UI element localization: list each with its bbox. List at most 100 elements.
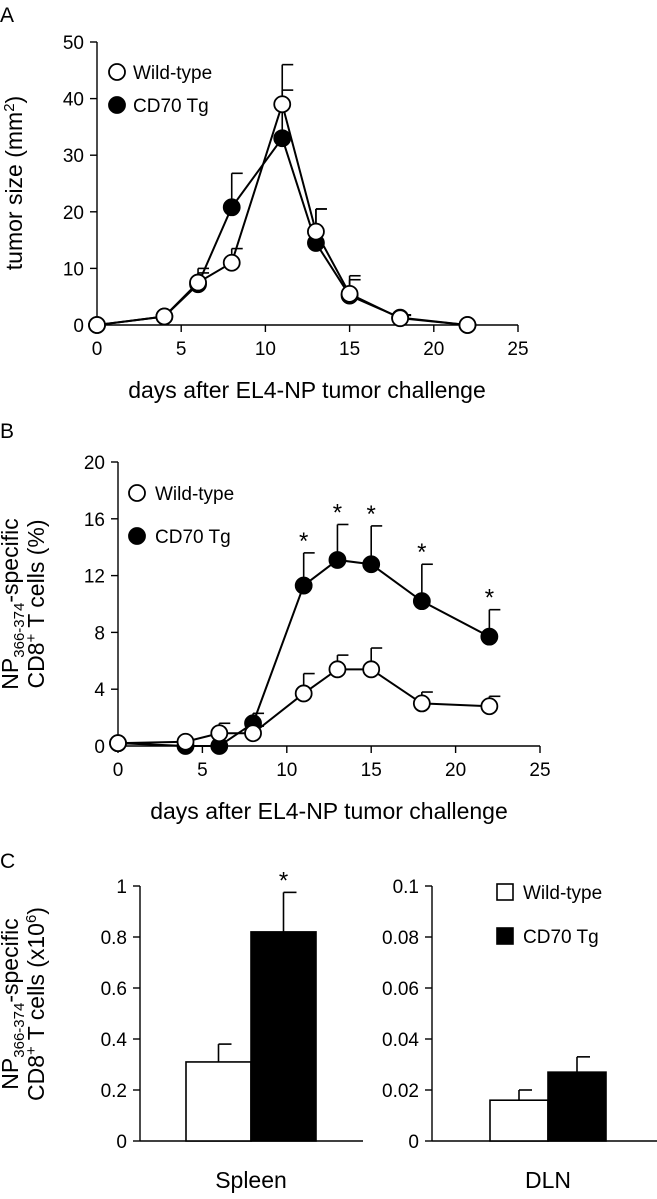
- panel-a-plot: [88, 63, 477, 334]
- y-tick-label: 0.08: [382, 928, 419, 949]
- panel-c-spleen: 0 0.2 0.4 0.6 0.8 1 * Spleen: [101, 867, 363, 1193]
- panel-c-legend: Wild-type CD70 Tg: [496, 883, 602, 948]
- panel-b-ticks: 0 5 10 15 20 25 0 4 8 12 16 20: [84, 453, 551, 781]
- panel-b-label: B: [0, 420, 14, 443]
- y-tick-label: 8: [94, 623, 105, 644]
- x-tick-label: 20: [423, 339, 444, 360]
- data-point-wild-type: [480, 697, 499, 716]
- y-tick-label: 0.4: [101, 1030, 128, 1051]
- panel-c-y-axis-title-line1: NP366-374-specific: [0, 918, 28, 1089]
- data-point-cd70-tg: [273, 129, 292, 148]
- data-point-wild-type: [458, 316, 477, 334]
- significance-star: *: [299, 528, 308, 555]
- x-tick-label: 20: [445, 760, 466, 781]
- panel-b: B 0 5 10 15 20 25 0 4 8 12 16 20 days after EL4-NP …: [0, 420, 551, 824]
- y-tick-label: 50: [63, 33, 84, 54]
- spleen-category-label: Spleen: [215, 1167, 287, 1193]
- legend-marker-cd70-tg: [108, 96, 126, 114]
- y-tick-label: 0: [408, 1132, 419, 1153]
- y-tick-label: 20: [84, 453, 105, 474]
- legend-label-cd70-tg: CD70 Tg: [133, 96, 209, 117]
- panel-b-legend: Wild-type CD70 Tg: [128, 484, 234, 548]
- data-point-wild-type: [340, 284, 359, 303]
- panel-c-y-axis-title-line2: CD8+ T cells (x106): [23, 907, 49, 1101]
- series-line-cd70-tg: [96, 136, 468, 326]
- panel-a-x-axis-title: days after EL4-NP tumor challenge: [128, 377, 486, 403]
- y-tick-label: 0: [94, 737, 105, 758]
- dln-ticks: 0 0.02 0.04 0.06 0.08 0.1: [382, 877, 432, 1153]
- legend-swatch-cd70-tg: [496, 927, 514, 945]
- panel-b-y-axis-title-line1: NP366-374-specific: [0, 518, 28, 689]
- dln-plot: [489, 1056, 607, 1142]
- x-tick-label: 10: [255, 339, 276, 360]
- data-point-wild-type: [273, 95, 292, 114]
- data-point-cd70-tg: [328, 551, 347, 569]
- y-tick-label: 0.8: [101, 928, 127, 949]
- panel-c-label: C: [0, 850, 15, 873]
- data-point-wild-type: [109, 734, 127, 753]
- panel-b-plot: * * * * *: [109, 499, 501, 755]
- y-tick-label: 20: [63, 203, 84, 224]
- dln-category-label: DLN: [525, 1167, 571, 1193]
- spleen-plot: *: [185, 867, 317, 1142]
- panel-b-x-axis-title: days after EL4-NP tumor challenge: [150, 798, 508, 824]
- data-point-wild-type: [412, 694, 431, 713]
- data-point-wild-type: [294, 684, 313, 703]
- y-tick-label: 40: [63, 90, 84, 111]
- x-tick-label: 25: [529, 760, 550, 781]
- x-tick-label: 5: [176, 339, 187, 360]
- y-tick-label: 1: [116, 877, 127, 898]
- data-point-wild-type: [210, 724, 229, 743]
- legend-label-cd70-tg: CD70 Tg: [523, 927, 599, 948]
- x-tick-label: 5: [197, 760, 208, 781]
- legend-label-wild-type: Wild-type: [155, 484, 234, 505]
- spleen-ticks: 0 0.2 0.4 0.6 0.8 1: [101, 877, 140, 1153]
- panel-a-ticks: 0 5 10 15 20 25 0 10 20 30 40 50: [63, 33, 529, 360]
- legend-marker-wild-type: [108, 63, 126, 81]
- y-tick-label: 0.2: [101, 1081, 127, 1102]
- data-point-wild-type: [176, 732, 195, 751]
- legend-label-wild-type: Wild-type: [133, 63, 212, 84]
- data-point-cd70-tg: [480, 627, 499, 646]
- panel-a-label: A: [0, 4, 14, 27]
- panel-a: A 0 5 10 15 20 25 0 10 20 30 40 50 days after EL4-N…: [0, 4, 529, 403]
- panel-b-y-axis-title-line2: CD8+ T cells (%): [23, 520, 49, 689]
- legend-marker-wild-type: [128, 484, 146, 502]
- y-tick-label: 0.06: [382, 979, 419, 1000]
- x-tick-label: 10: [276, 760, 297, 781]
- panel-a-legend: Wild-type CD70 Tg: [108, 63, 212, 117]
- legend-marker-cd70-tg: [128, 527, 146, 545]
- bar-wild-type: [185, 1061, 252, 1142]
- data-point-wild-type: [222, 253, 241, 272]
- bar-cd70-tg: [250, 931, 317, 1142]
- significance-star: *: [333, 499, 342, 526]
- y-tick-label: 30: [63, 146, 84, 167]
- bar-cd70-tg: [547, 1071, 607, 1142]
- data-point-wild-type: [155, 307, 174, 326]
- y-tick-label: 0.04: [382, 1030, 419, 1051]
- legend-label-cd70-tg: CD70 Tg: [155, 527, 231, 548]
- significance-star: *: [485, 585, 494, 612]
- legend-swatch-wild-type: [496, 883, 514, 901]
- x-tick-label: 0: [92, 339, 103, 360]
- bar-wild-type: [489, 1099, 549, 1142]
- data-point-wild-type: [362, 660, 381, 679]
- y-tick-label: 10: [63, 259, 84, 280]
- y-tick-label: 0: [73, 316, 84, 337]
- y-tick-label: 12: [84, 567, 105, 588]
- data-point-cd70-tg: [294, 576, 313, 595]
- panel-c: C NP366-374-specific CD8+ T cells (x106)…: [0, 850, 657, 1193]
- significance-star: *: [279, 867, 288, 894]
- data-point-wild-type: [307, 222, 325, 241]
- y-tick-label: 4: [94, 680, 105, 701]
- data-point-cd70-tg: [222, 198, 241, 217]
- data-point-wild-type: [88, 316, 106, 334]
- y-tick-label: 16: [84, 510, 105, 531]
- y-tick-label: 0.1: [393, 877, 419, 898]
- panel-a-y-axis-title: tumor size (mm2): [1, 96, 27, 270]
- data-point-wild-type: [328, 660, 347, 679]
- data-point-wild-type: [244, 724, 262, 743]
- panel-a-axes: [96, 42, 518, 326]
- legend-label-wild-type: Wild-type: [523, 883, 602, 904]
